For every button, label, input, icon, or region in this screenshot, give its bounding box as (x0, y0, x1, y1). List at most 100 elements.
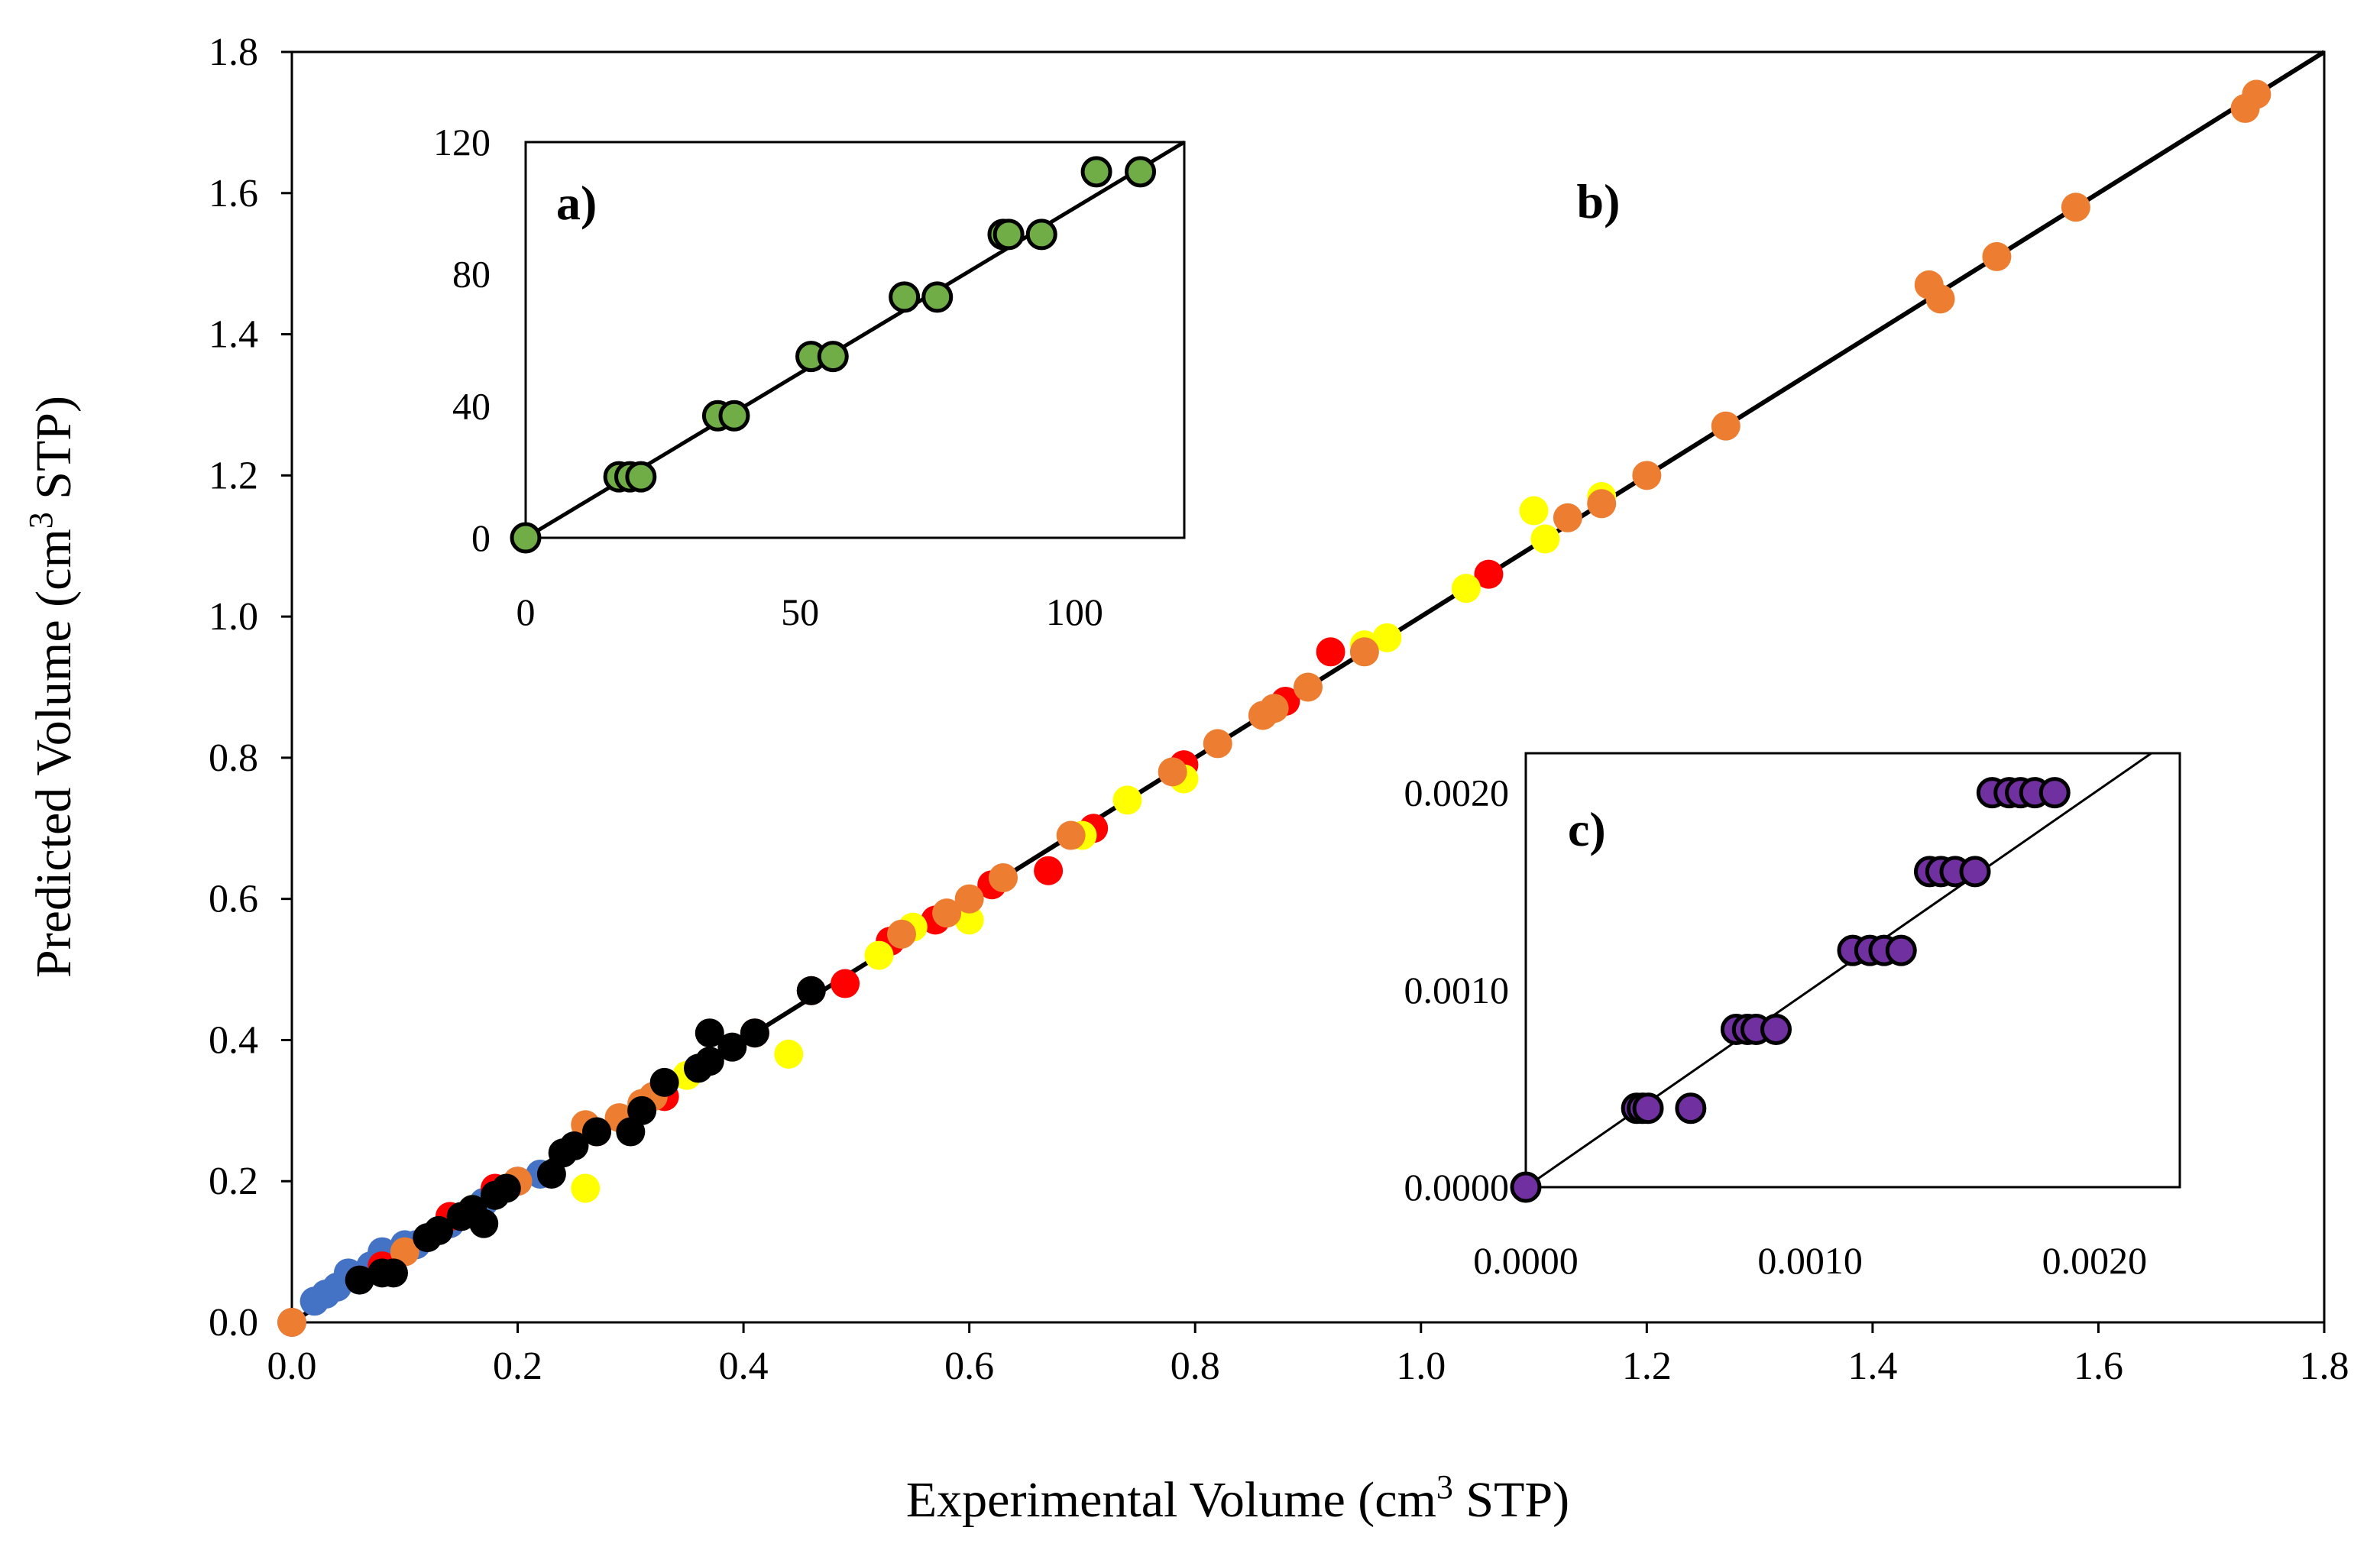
data-point-yellow (1530, 524, 1560, 554)
x-tick-label: 0.2 (493, 1345, 542, 1388)
x-tick-label: 1.6 (2074, 1345, 2123, 1388)
data-point-black (649, 1067, 679, 1097)
y-tick-label: 0.0020 (1404, 772, 1510, 814)
x-tick-label: 1.2 (1622, 1345, 1672, 1388)
inset-a-y-ticks: 0 40 80 120 (433, 121, 491, 559)
data-point-green (992, 218, 1025, 251)
inset-c-x-ticks: 0.0000 0.0010 0.0020 (1473, 1239, 2147, 1282)
data-point-yellow (954, 905, 984, 935)
y-tick-label: 80 (452, 253, 491, 296)
panel-label-c: c) (1568, 802, 1606, 856)
x-tick-label: 0.0000 (1473, 1239, 1579, 1282)
panel-label-b: b) (1577, 174, 1621, 228)
data-point-yellow (774, 1039, 804, 1069)
data-point-purple (1959, 856, 1991, 888)
main-plot: 0.0 0.2 0.4 0.6 0.8 1.0 1.2 1.4 1.6 1.8 0.0 0.2 0.4… (209, 31, 2349, 1388)
y-axis-title: Predicted Volume (cm3 STP) (22, 396, 82, 978)
data-point-yellow (571, 1173, 601, 1203)
data-point-black (345, 1265, 374, 1295)
y-tick-label: 1.2 (209, 454, 258, 497)
inset-a-x-ticks: 0 50 100 (516, 591, 1103, 633)
data-point-orange (1982, 241, 2012, 271)
data-point-orange (954, 884, 984, 914)
y-tick-label: 1.0 (209, 595, 258, 639)
x-tick-label: 0.0020 (2042, 1239, 2148, 1282)
inset-a-plot: 0 50 100 0 40 80 120 a) (433, 121, 1186, 633)
x-tick-label: 0.4 (719, 1345, 769, 1388)
y-tick-label: 0.0010 (1404, 969, 1510, 1011)
main-points (277, 79, 2272, 1337)
panel-label-a: a) (556, 176, 597, 230)
inset-c-y-ticks: 0.0000 0.0010 0.0020 (1404, 772, 1510, 1209)
data-point-orange (1056, 820, 1086, 850)
data-point-yellow (1372, 623, 1402, 652)
data-point-purple (1760, 1013, 1792, 1045)
data-point-green (921, 281, 954, 313)
data-point-orange (1587, 489, 1617, 519)
y-tick-label: 1.6 (209, 172, 258, 215)
data-point-yellow (864, 940, 894, 970)
data-point-orange (1294, 672, 1323, 702)
x-tick-label: 0 (516, 591, 536, 633)
y-tick-label: 0.6 (209, 878, 258, 921)
data-point-orange (2242, 79, 2272, 109)
data-point-orange (1203, 729, 1232, 759)
main-y-ticks: 0.0 0.2 0.4 0.6 0.8 1.0 1.2 1.4 1.6 1.8 (209, 31, 292, 1345)
data-point-orange (1259, 694, 1289, 723)
x-axis-title: Experimental Volume (cm3 STP) (906, 1468, 1569, 1528)
inset-c-frame (1524, 752, 2181, 1189)
data-point-black (717, 1032, 747, 1062)
data-point-green (510, 522, 542, 554)
data-point-black (469, 1209, 499, 1238)
y-tick-label: 0.4 (209, 1018, 258, 1062)
data-point-yellow (1112, 785, 1142, 815)
data-point-orange (1632, 461, 1662, 490)
x-tick-label: 1.8 (2300, 1345, 2349, 1388)
data-point-purple (1510, 1171, 1542, 1203)
data-point-green (1080, 156, 1112, 188)
data-point-orange (2061, 193, 2090, 222)
data-point-orange (989, 862, 1018, 892)
main-x-ticks: 0.0 0.2 0.4 0.6 0.8 1.0 1.2 1.4 1.6 1.8 (267, 1322, 2349, 1388)
x-tick-label: 0.8 (1171, 1345, 1220, 1388)
y-tick-label: 0.2 (209, 1160, 258, 1203)
x-tick-label: 1.0 (1396, 1345, 1446, 1388)
data-point-red (1034, 856, 1064, 885)
data-point-green (817, 341, 849, 373)
data-point-black (582, 1117, 611, 1147)
data-point-black (424, 1215, 454, 1245)
data-point-orange (1349, 637, 1379, 667)
data-point-black (379, 1258, 408, 1288)
data-point-purple (1632, 1092, 1664, 1125)
data-point-green (718, 400, 750, 432)
x-tick-label: 100 (1046, 591, 1103, 633)
inset-c-plot: 0.0000 0.0010 0.0020 0.0000 0.0010 0.0020 c) (1404, 752, 2181, 1282)
inset-a-points (510, 156, 1157, 554)
data-point-orange (932, 898, 962, 928)
data-point-red (831, 969, 860, 998)
y-tick-label: 1.4 (209, 313, 258, 357)
y-tick-label: 120 (433, 121, 491, 163)
data-point-green (1025, 218, 1057, 251)
y-tick-label: 0 (471, 516, 491, 559)
data-point-orange (1925, 284, 1955, 314)
data-point-black (695, 1018, 724, 1048)
data-point-black (796, 976, 826, 1005)
x-tick-label: 0.0010 (1757, 1239, 1863, 1282)
data-point-yellow (1519, 496, 1549, 526)
data-point-purple (1885, 934, 1917, 966)
y-tick-label: 1.8 (209, 31, 258, 74)
y-tick-label: 40 (452, 384, 491, 427)
inset-c-points (1510, 777, 2071, 1203)
data-point-yellow (1451, 574, 1481, 604)
data-point-orange (1553, 503, 1582, 532)
x-tick-label: 1.4 (1847, 1345, 1897, 1388)
data-point-purple (1675, 1092, 1707, 1125)
y-tick-label: 0.0 (209, 1301, 258, 1345)
x-tick-label: 0.6 (944, 1345, 994, 1388)
data-point-purple (2038, 777, 2071, 809)
main-plot-frame (290, 50, 2326, 1324)
data-point-black (559, 1131, 589, 1161)
data-point-orange (1711, 411, 1740, 441)
